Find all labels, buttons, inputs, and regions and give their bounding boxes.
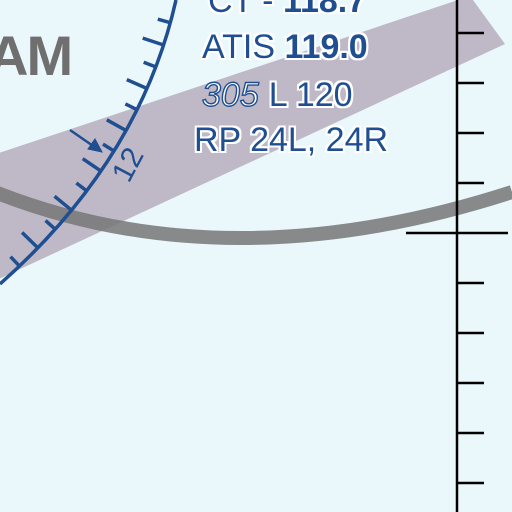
compass-rose-tick xyxy=(126,78,148,91)
compass-rose-tick xyxy=(75,181,88,193)
right-pattern-label: RP 24L, 24R xyxy=(194,121,389,159)
airport-elevation: 305 xyxy=(201,76,259,114)
atis-frequency-label: ATIS 119.0 xyxy=(202,30,368,64)
compass-rose-ticks xyxy=(9,17,171,268)
ctaf-prefix: CT - xyxy=(208,0,283,20)
atis-prefix: ATIS xyxy=(202,28,285,66)
compass-rose-tick xyxy=(53,194,73,212)
airway-band xyxy=(0,0,505,279)
atis-frequency: 119.0 xyxy=(284,28,368,66)
compass-rose-tick xyxy=(105,118,127,133)
lighting-and-length: L 120 xyxy=(268,76,353,114)
ctaf-frequency-label: CT - 118.7 xyxy=(208,0,366,18)
ctaf-frequency: 118.7 xyxy=(282,0,367,20)
airport-info-line: 305 L 120 xyxy=(201,76,353,114)
compass-rose-tick xyxy=(142,36,165,47)
compass-rose-tick xyxy=(44,219,57,231)
compass-rose-tick xyxy=(20,231,40,250)
compass-rose-tick xyxy=(143,60,157,69)
place-name-label: AM xyxy=(0,24,73,87)
heading-arrow-icon xyxy=(69,128,103,153)
compass-rose-tick xyxy=(81,157,102,173)
scale-ticks xyxy=(457,31,484,485)
compass-rose-tick xyxy=(9,255,21,268)
compass-rose-tick xyxy=(157,17,171,25)
compass-rose-tick xyxy=(124,102,138,112)
class-airspace-arc xyxy=(0,185,512,245)
compass-rose-tick xyxy=(102,142,115,153)
